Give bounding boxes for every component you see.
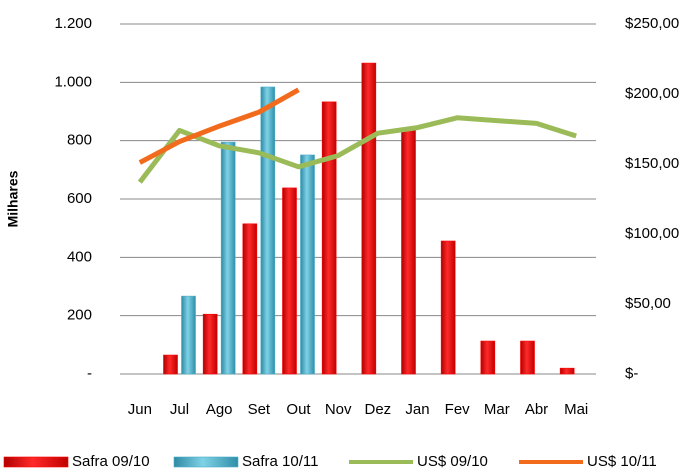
y2-tick-label: $150,00 [625, 155, 679, 172]
y-tick-label: 600 [67, 190, 92, 207]
bar [163, 354, 178, 375]
bar [401, 127, 416, 375]
y-tick-label: 400 [67, 248, 92, 265]
legend-label: Safra 10/11 [242, 453, 318, 470]
x-tick-label: Mai [564, 401, 588, 418]
legend-label: US$ 09/10 [417, 453, 488, 470]
x-tick-label: Jul [170, 401, 189, 418]
x-tick-label: Ago [206, 401, 233, 418]
legend-swatch [173, 456, 239, 468]
y2-tick-label: $250,00 [625, 15, 679, 32]
bar [300, 154, 315, 375]
line-series [137, 115, 577, 184]
bar [220, 141, 236, 375]
y-axis-label: Milhares [5, 170, 21, 227]
x-tick-label: Mar [484, 401, 510, 418]
x-tick-label: Jun [128, 401, 152, 418]
x-tick-label: Set [248, 401, 271, 418]
bar [282, 187, 297, 375]
x-tick-label: Dez [364, 401, 391, 418]
y-tick-label: 1.000 [54, 73, 92, 90]
bar [181, 295, 196, 375]
legend-label: US$ 10/11 [587, 453, 657, 470]
y2-tick-label: $50,00 [625, 295, 671, 312]
x-tick-label: Jan [405, 401, 429, 418]
legend-swatch [3, 456, 69, 468]
legend-label: Safra 09/10 [72, 453, 150, 470]
x-tick-label: Fev [445, 401, 471, 418]
x-tick-label: Out [286, 401, 311, 418]
y2-tick-label: $100,00 [625, 225, 679, 242]
x-tick-label: Nov [325, 401, 352, 418]
y-tick-label: - [87, 365, 92, 382]
bar [520, 340, 535, 375]
x-tick-label: Abr [525, 401, 548, 418]
y2-tick-label: $200,00 [625, 85, 679, 102]
bar [480, 340, 496, 375]
line-series [138, 87, 300, 165]
y-tick-label: 1.200 [54, 15, 92, 32]
bar [242, 223, 258, 375]
bar [559, 367, 575, 375]
bar [361, 62, 377, 375]
y-tick-label: 200 [67, 307, 92, 324]
bar [260, 86, 276, 375]
bar [321, 101, 337, 375]
bar [440, 240, 456, 375]
y2-tick-label: $- [625, 365, 638, 382]
bar [202, 313, 218, 375]
y-tick-label: 800 [67, 132, 92, 149]
